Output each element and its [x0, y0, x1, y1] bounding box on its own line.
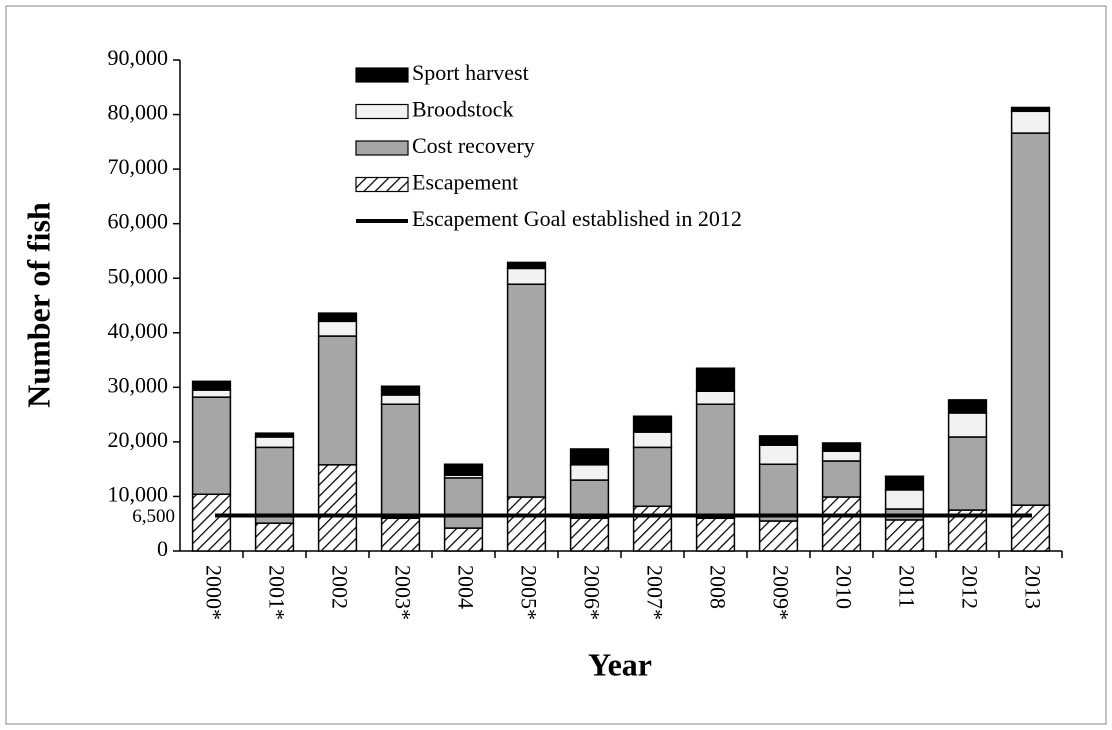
bar-segment — [947, 412, 988, 438]
bar-segment — [569, 517, 610, 552]
bar-segment — [380, 385, 421, 396]
bar-segment — [506, 261, 547, 270]
bar-segment — [569, 464, 610, 481]
bar-segment — [506, 267, 547, 285]
reference-label: 6,500 — [132, 506, 175, 527]
bar-segment — [569, 479, 610, 520]
x-tick-label: 2013 — [1020, 565, 1045, 609]
bar-segment — [632, 415, 673, 433]
bar-segment — [1010, 110, 1051, 134]
bar-segment — [632, 505, 673, 552]
bar-segment — [695, 517, 736, 552]
bar-segment — [254, 446, 295, 524]
bar-segment — [254, 432, 295, 438]
x-tick-label: 2006* — [579, 565, 604, 620]
legend-swatch — [355, 103, 409, 120]
legend-label: Broodstock — [412, 97, 513, 122]
x-tick-label: 2001* — [264, 565, 289, 620]
bar-segment — [191, 380, 232, 391]
legend-label: Escapement — [412, 170, 518, 195]
bar-segment — [758, 435, 799, 446]
x-axis-title: Year — [588, 646, 652, 682]
x-tick-label: 2008 — [705, 565, 730, 609]
bar-segment — [758, 520, 799, 552]
bar-segment — [695, 367, 736, 392]
legend-swatch — [355, 67, 409, 83]
bar-segment — [884, 489, 925, 510]
y-tick-label: 70,000 — [108, 154, 169, 179]
bar-segment — [884, 475, 925, 491]
y-tick-label: 50,000 — [108, 263, 169, 288]
bar-segment — [947, 399, 988, 414]
bar-segment — [632, 431, 673, 449]
bar-segment — [821, 496, 862, 552]
y-tick-label: 0 — [157, 536, 168, 561]
x-tick-label: 2000* — [201, 565, 226, 620]
bar-segment — [380, 517, 421, 552]
bar-segment — [1010, 132, 1051, 506]
bar-segment — [1010, 106, 1051, 113]
y-tick-label: 90,000 — [108, 45, 169, 70]
bar-segment — [254, 436, 295, 449]
bar-segment — [317, 464, 358, 552]
x-tick-label: 2012 — [957, 565, 982, 609]
y-axis-title: Number of fish — [20, 202, 56, 408]
y-tick-label: 20,000 — [108, 427, 169, 452]
bar-segment — [506, 496, 547, 552]
legend-swatch — [355, 176, 409, 193]
bar-segment — [695, 403, 736, 520]
y-tick-label: 80,000 — [108, 100, 169, 125]
bar-segment — [884, 519, 925, 552]
legend-label: Escapement Goal established in 2012 — [412, 206, 742, 231]
bar-segment — [317, 335, 358, 466]
bar-segment — [947, 436, 988, 511]
legend-swatch — [355, 140, 409, 156]
bar-segment — [821, 442, 862, 452]
bar-segment — [317, 312, 358, 323]
bar-segment — [695, 390, 736, 405]
bar-segment — [317, 320, 358, 337]
bar-segment — [191, 389, 232, 398]
y-tick-label: 60,000 — [108, 209, 169, 234]
x-tick-label: 2010 — [831, 565, 856, 609]
bar-segment — [443, 463, 484, 476]
y-tick-label: 30,000 — [108, 372, 169, 397]
bar-segment — [254, 522, 295, 552]
bar-segment — [569, 448, 610, 466]
y-tick-label: 40,000 — [108, 318, 169, 343]
bar-segment — [506, 283, 547, 498]
x-tick-label: 2005* — [516, 565, 541, 620]
bar-segment — [821, 460, 862, 498]
legend-label: Sport harvest — [412, 60, 529, 85]
bar-segment — [191, 396, 232, 496]
legend-label: Cost recovery — [412, 133, 535, 158]
bar-segment — [380, 394, 421, 405]
y-tick-label: 10,000 — [108, 481, 169, 506]
bar-segment — [632, 446, 673, 508]
bar-segment — [1010, 504, 1051, 552]
bar-segment — [758, 444, 799, 466]
x-tick-label: 2004 — [453, 565, 478, 609]
x-tick-label: 2003* — [390, 565, 415, 620]
x-tick-label: 2011 — [894, 565, 919, 608]
bar-segment — [380, 403, 421, 520]
frame — [5, 5, 1107, 725]
x-tick-label: 2009* — [768, 565, 793, 620]
x-tick-label: 2002 — [327, 565, 352, 609]
bar-segment — [821, 450, 862, 462]
x-tick-label: 2007* — [642, 565, 667, 620]
bar-segment — [758, 463, 799, 522]
bar-segment — [443, 527, 484, 552]
bar-segment — [443, 477, 484, 529]
bar-segment — [191, 493, 232, 552]
